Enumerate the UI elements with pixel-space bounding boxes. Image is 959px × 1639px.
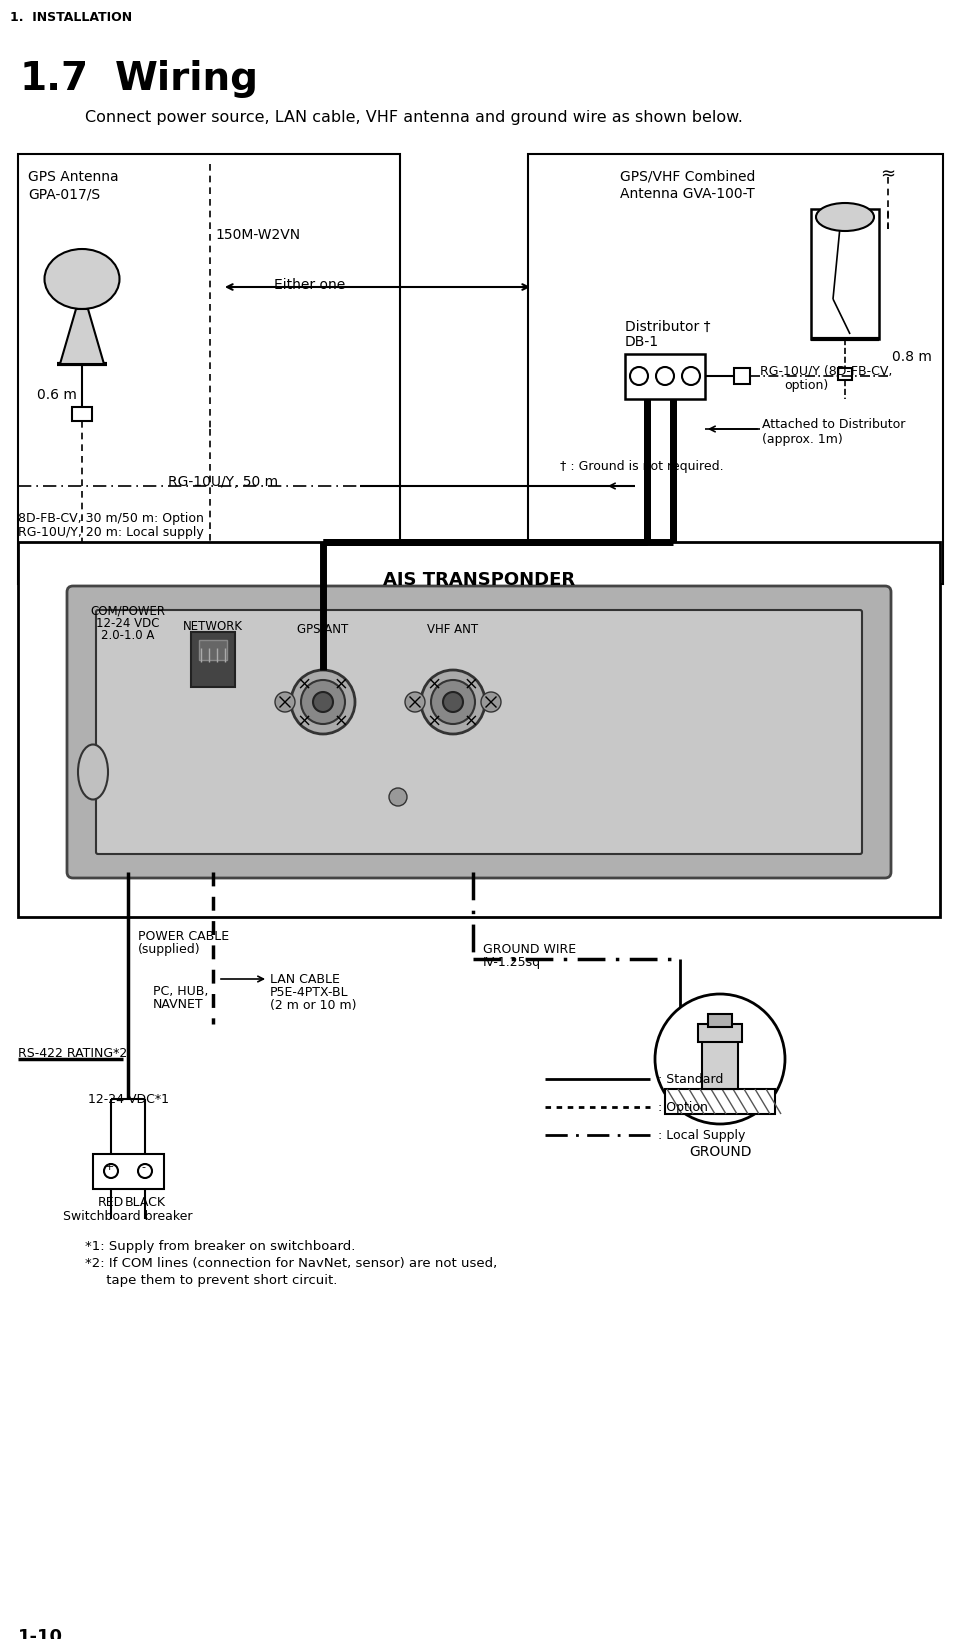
FancyBboxPatch shape — [96, 611, 862, 854]
Bar — [191, 633, 235, 688]
Text: +: + — [105, 1162, 114, 1172]
Text: Either one: Either one — [274, 279, 345, 292]
Circle shape — [104, 1164, 118, 1178]
Bar — [665, 1090, 775, 1115]
Text: DB-1: DB-1 — [625, 334, 659, 349]
Ellipse shape — [44, 249, 120, 310]
Ellipse shape — [655, 995, 785, 1124]
Text: RS-422 RATING*2: RS-422 RATING*2 — [18, 1046, 128, 1059]
Text: 12-24 VDC: 12-24 VDC — [96, 616, 160, 629]
Text: POWER CABLE: POWER CABLE — [138, 929, 229, 942]
Circle shape — [275, 693, 295, 713]
Text: : Standard: : Standard — [658, 1072, 723, 1085]
Bar — [18, 543, 940, 918]
Text: 1.7: 1.7 — [20, 61, 89, 98]
Text: AIS TRANSPONDER: AIS TRANSPONDER — [383, 570, 575, 588]
Text: (2 m or 10 m): (2 m or 10 m) — [270, 998, 357, 1011]
Text: GPS/VHF Combined: GPS/VHF Combined — [620, 170, 756, 184]
Text: : Local Supply: : Local Supply — [658, 1128, 745, 1141]
Circle shape — [291, 670, 355, 734]
Text: ≈: ≈ — [880, 166, 896, 184]
Text: LAN CABLE: LAN CABLE — [270, 972, 339, 985]
Bar — [625, 354, 705, 400]
Circle shape — [431, 680, 475, 724]
Text: option): option) — [784, 379, 829, 392]
Text: 2.0-1.0 A: 2.0-1.0 A — [102, 629, 154, 641]
Circle shape — [405, 693, 425, 713]
Bar — [528, 156, 943, 585]
Text: : Option: : Option — [658, 1100, 708, 1113]
Text: BLACK: BLACK — [125, 1195, 166, 1208]
Text: (supplied): (supplied) — [138, 942, 200, 956]
Text: GPA-017/S: GPA-017/S — [28, 187, 100, 202]
Text: -: - — [141, 1162, 145, 1172]
Circle shape — [389, 788, 407, 806]
Text: GPS ANT: GPS ANT — [297, 623, 349, 636]
Circle shape — [443, 693, 463, 713]
Text: 0.6 m: 0.6 m — [37, 388, 77, 402]
Text: Connect power source, LAN cable, VHF antenna and ground wire as shown below.: Connect power source, LAN cable, VHF ant… — [85, 110, 743, 125]
Text: RG-10U/Y, 20 m: Local supply: RG-10U/Y, 20 m: Local supply — [18, 526, 203, 539]
Polygon shape — [60, 310, 104, 365]
Text: *2: If COM lines (connection for NavNet, sensor) are not used,: *2: If COM lines (connection for NavNet,… — [85, 1255, 498, 1269]
Text: NETWORK: NETWORK — [183, 620, 243, 633]
Text: 0.8 m: 0.8 m — [892, 349, 932, 364]
Text: 1.  INSTALLATION: 1. INSTALLATION — [10, 11, 132, 25]
Bar — [199, 641, 227, 661]
Text: Antenna GVA-100-T: Antenna GVA-100-T — [620, 187, 755, 202]
Circle shape — [682, 367, 700, 385]
Text: RG-10U/Y (8D-FB-CV,: RG-10U/Y (8D-FB-CV, — [760, 365, 893, 377]
Text: 12-24 VDC*1: 12-24 VDC*1 — [87, 1092, 169, 1105]
Text: IV-1.25sq: IV-1.25sq — [483, 956, 541, 969]
Text: 1-10: 1-10 — [18, 1628, 63, 1639]
Bar — [708, 1015, 732, 1028]
Text: 8D-FB-CV, 30 m/50 m: Option: 8D-FB-CV, 30 m/50 m: Option — [18, 511, 204, 524]
Circle shape — [138, 1164, 152, 1178]
Text: RG-10U/Y, 50 m: RG-10U/Y, 50 m — [168, 475, 278, 488]
Circle shape — [630, 367, 648, 385]
Circle shape — [656, 367, 674, 385]
Text: GROUND WIRE: GROUND WIRE — [483, 942, 576, 956]
Ellipse shape — [78, 746, 108, 800]
Text: PC, HUB,: PC, HUB, — [153, 985, 208, 998]
Text: tape them to prevent short circuit.: tape them to prevent short circuit. — [85, 1274, 338, 1287]
Text: *1: Supply from breaker on switchboard.: *1: Supply from breaker on switchboard. — [85, 1239, 356, 1252]
Bar — [838, 369, 852, 380]
Text: NAVNET: NAVNET — [153, 998, 203, 1010]
Text: RED: RED — [98, 1195, 124, 1208]
Bar — [698, 1024, 742, 1042]
FancyBboxPatch shape — [67, 587, 891, 879]
Text: Distributor †: Distributor † — [625, 320, 711, 334]
Text: P5E-4PTX-BL: P5E-4PTX-BL — [270, 985, 349, 998]
Text: (approx. 1m): (approx. 1m) — [762, 433, 843, 446]
Text: Attached to Distributor: Attached to Distributor — [762, 418, 905, 431]
Circle shape — [421, 670, 485, 734]
Bar — [72, 408, 92, 421]
Circle shape — [301, 680, 345, 724]
Text: GPS Antenna: GPS Antenna — [28, 170, 119, 184]
Text: GROUND: GROUND — [689, 1144, 751, 1159]
Bar — [811, 210, 879, 339]
Text: VHF ANT: VHF ANT — [428, 623, 479, 636]
Text: COM/POWER: COM/POWER — [90, 605, 166, 618]
Text: Wiring: Wiring — [115, 61, 259, 98]
Bar — [93, 1154, 164, 1190]
Circle shape — [481, 693, 501, 713]
Text: 150M-W2VN: 150M-W2VN — [215, 228, 300, 243]
Ellipse shape — [816, 203, 874, 231]
Circle shape — [313, 693, 333, 713]
Bar — [18, 156, 400, 585]
Text: Switchboard breaker: Switchboard breaker — [63, 1210, 193, 1223]
Bar — [734, 369, 750, 385]
Bar — [702, 1034, 738, 1090]
Text: † : Ground is not required.: † : Ground is not required. — [560, 459, 724, 472]
